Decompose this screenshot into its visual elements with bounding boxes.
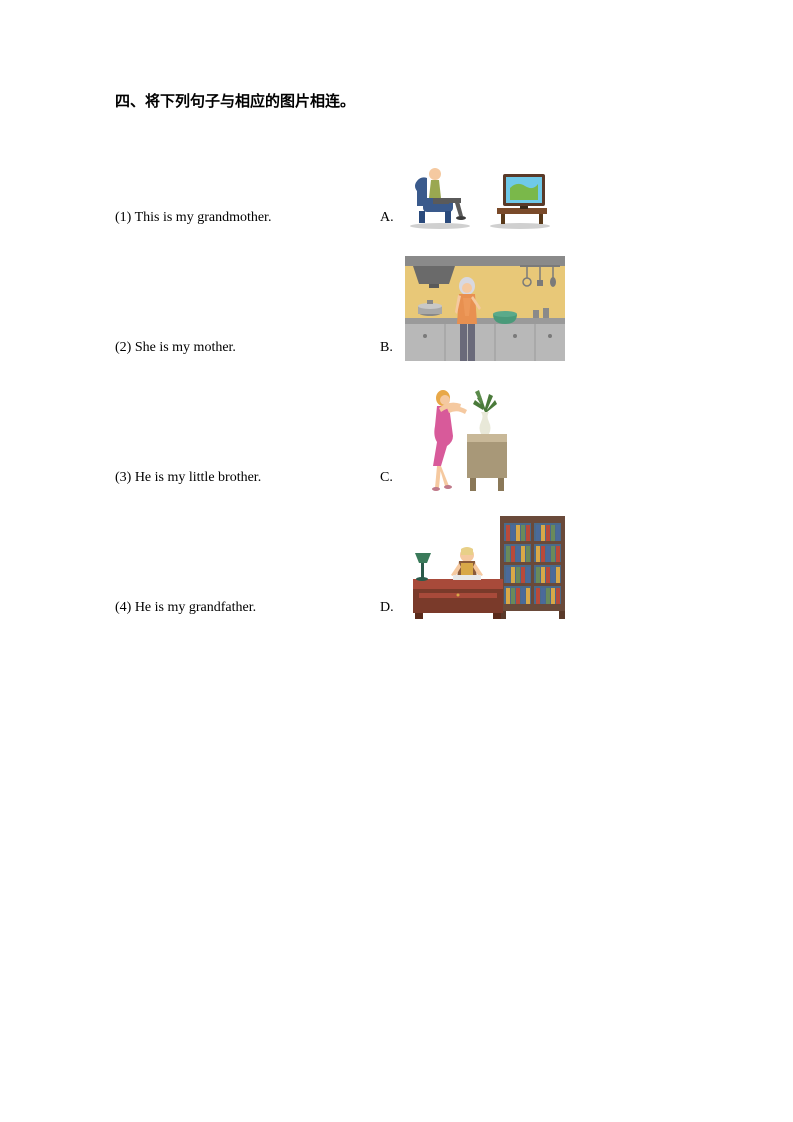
option-letter: B. bbox=[380, 340, 405, 361]
section-title: 四、将下列句子与相应的图片相连。 bbox=[115, 90, 678, 111]
tv-scene-icon bbox=[405, 156, 555, 231]
option-letter: C. bbox=[380, 470, 405, 491]
option-letter: A. bbox=[380, 210, 405, 231]
option-image bbox=[405, 511, 570, 621]
vase-scene-icon bbox=[405, 386, 515, 491]
sentence-text: (2) She is my mother. bbox=[115, 340, 380, 361]
sentence-text: (4) He is my grandfather. bbox=[115, 600, 380, 621]
match-row: (4) He is my grandfather. D. bbox=[115, 511, 678, 621]
match-row: (2) She is my mother. B. bbox=[115, 251, 678, 361]
match-row: (3) He is my little brother. C. bbox=[115, 381, 678, 491]
study-scene-icon bbox=[405, 511, 570, 621]
sentence-text: (3) He is my little brother. bbox=[115, 470, 380, 491]
option-image bbox=[405, 381, 515, 491]
worksheet-page: 四、将下列句子与相应的图片相连。 (1) This is my grandmot… bbox=[0, 0, 793, 621]
match-row: (1) This is my grandmother. A. bbox=[115, 151, 678, 231]
option-image bbox=[405, 251, 565, 361]
option-image bbox=[405, 151, 555, 231]
option-letter: D. bbox=[380, 600, 405, 621]
sentence-text: (1) This is my grandmother. bbox=[115, 210, 380, 231]
kitchen-scene-icon bbox=[405, 256, 565, 361]
